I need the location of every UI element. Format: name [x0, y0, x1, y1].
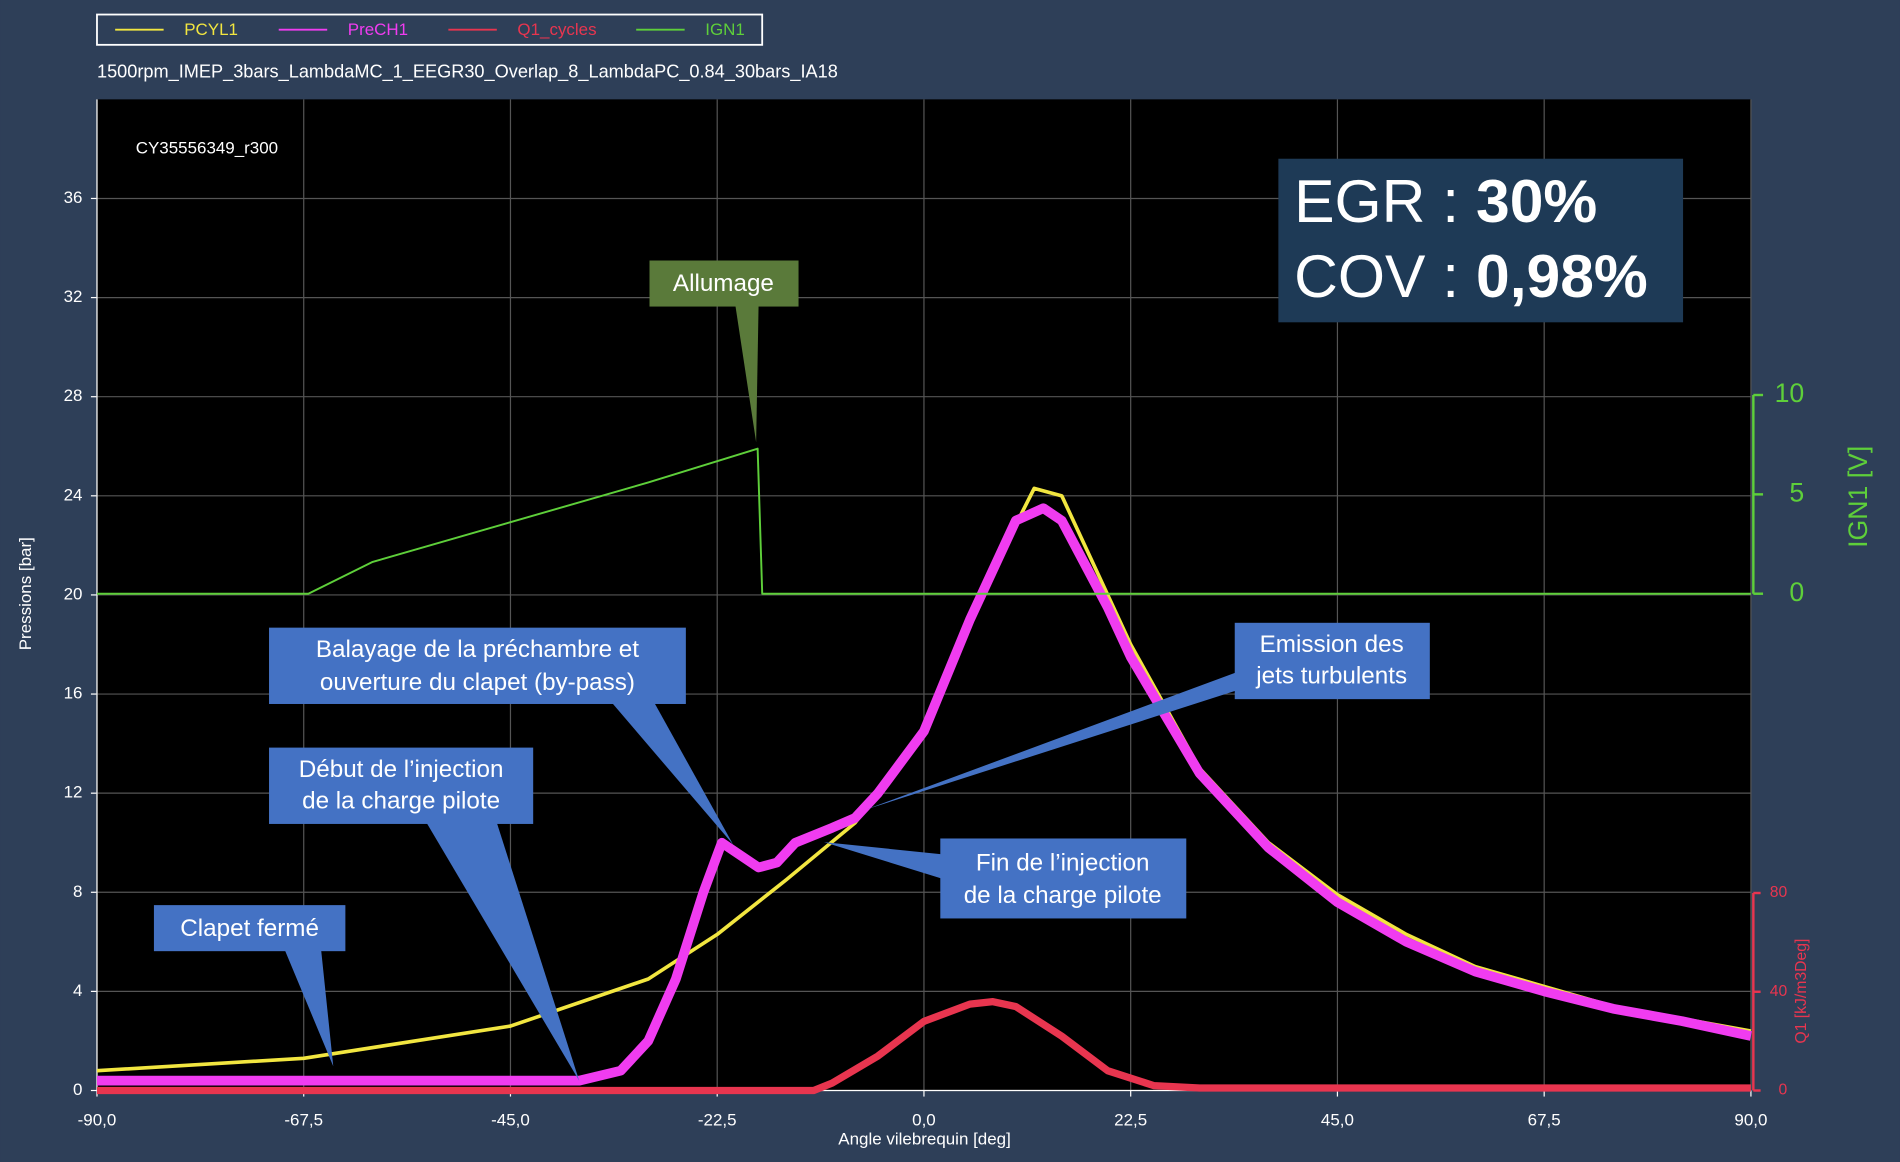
- callout-box: [649, 260, 799, 307]
- callout-text: Clapet fermé: [180, 915, 319, 942]
- series-line: [96, 503, 1752, 1086]
- y-tick-label: 24: [64, 485, 83, 504]
- y-axis-label: Pressions [bar]: [16, 537, 35, 650]
- info-label: EGR :: [1294, 167, 1459, 235]
- legend-label: IGN1: [705, 20, 745, 39]
- callout-pointer: [284, 949, 334, 1067]
- y2-tick-label: 10: [1775, 378, 1805, 408]
- info-label: COV :: [1294, 242, 1459, 310]
- y-tick-label: 16: [64, 684, 83, 703]
- info-box: [1278, 158, 1684, 323]
- info-value: 0,98%: [1476, 242, 1648, 310]
- y-tick-label: 12: [64, 783, 83, 802]
- x-tick-label: 45,0: [1321, 1110, 1354, 1129]
- callout-text: jets turbulents: [1255, 663, 1407, 690]
- y-tick-label: 8: [73, 882, 82, 901]
- y-tick-label: 4: [73, 981, 82, 1000]
- y2-tick-label: 0: [1789, 577, 1804, 607]
- series-line: [96, 997, 1751, 1095]
- callout-pointer: [823, 842, 942, 879]
- info-value: 30%: [1476, 167, 1597, 235]
- series-line: [96, 447, 1751, 595]
- info-line: COV :0,98%: [1294, 242, 1648, 310]
- x-tick-label: 22,5: [1114, 1110, 1147, 1129]
- y-tick-label: 28: [64, 386, 83, 405]
- x-tick-label: 0,0: [912, 1110, 936, 1129]
- legend-label: Q1_cycles: [517, 20, 596, 39]
- y-tick-label: 32: [64, 287, 83, 306]
- callout-text: Allumage: [673, 270, 774, 297]
- y-tick-label: 20: [64, 584, 83, 603]
- x-tick-label: -90,0: [78, 1110, 117, 1129]
- callout-box: [940, 838, 1187, 919]
- legend-label: PreCH1: [348, 20, 408, 39]
- callout-text: Emission des: [1260, 631, 1404, 658]
- callout-box: [269, 747, 534, 824]
- x-tick-label: -22,5: [698, 1110, 737, 1129]
- callouts: Allumage Balayage de la préchambre et ou…: [153, 260, 1430, 1081]
- callout-text: Début de l’injection: [299, 756, 504, 783]
- callout-text: de la charge pilote: [964, 882, 1162, 909]
- x-axis-label: Angle vilebrequin [deg]: [838, 1130, 1010, 1149]
- info-line: EGR :30%: [1294, 167, 1597, 235]
- x-tick-label: -45,0: [491, 1110, 530, 1129]
- y2-tick-label: 5: [1789, 477, 1804, 507]
- y3-tick-label: 0: [1779, 1082, 1788, 1099]
- y3-tick-label: 40: [1770, 983, 1788, 1000]
- callout-text: Balayage de la préchambre et: [316, 636, 639, 663]
- subtitle: 1500rpm_IMEP_3bars_LambdaMC_1_EEGR30_Ove…: [97, 61, 838, 82]
- legend-label: PCYL1: [184, 20, 238, 39]
- callout-box: [1234, 622, 1430, 700]
- y-tick-label: 36: [64, 188, 83, 207]
- y2-axis-label: IGN1 [V]: [1843, 446, 1873, 548]
- x-tick-label: -67,5: [284, 1110, 323, 1129]
- callout-text: de la charge pilote: [302, 788, 500, 815]
- callout-pointer: [735, 306, 759, 443]
- callout-box: [269, 627, 686, 704]
- callout-box: [153, 905, 346, 952]
- x-tick-label: 67,5: [1528, 1110, 1561, 1129]
- callout-text: ouverture du clapet (by-pass): [320, 669, 635, 696]
- inner-label: CY35556349_r300: [136, 139, 278, 158]
- y3-tick-label: 80: [1770, 884, 1788, 901]
- y-tick-label: 0: [73, 1080, 82, 1099]
- callout-pointer: [866, 672, 1236, 810]
- y3-axis-label: Q1 [kJ/m3Deg]: [1793, 939, 1810, 1044]
- callout-text: Fin de l’injection: [976, 849, 1150, 876]
- x-tick-label: 90,0: [1734, 1110, 1767, 1129]
